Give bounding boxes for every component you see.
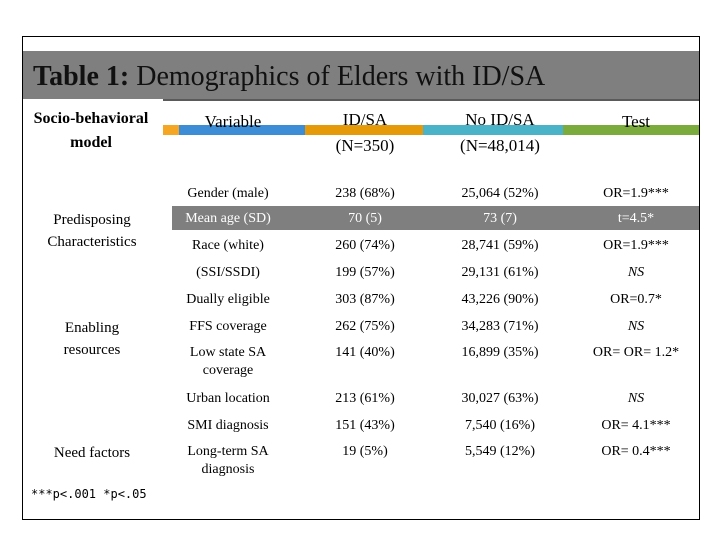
header-variable: Variable bbox=[204, 112, 262, 131]
cell-test: OR= 0.4*** bbox=[601, 444, 671, 459]
accent-strip-blue bbox=[179, 125, 305, 135]
cell-noidsa: 43,226 (90%) bbox=[461, 292, 539, 307]
cell-idsa: 141 (40%) bbox=[335, 345, 395, 360]
cell-idsa: 303 (87%) bbox=[335, 292, 395, 307]
cell-variable: Low state SA coverage bbox=[189, 345, 267, 378]
cell-variable: SMI diagnosis bbox=[187, 418, 269, 433]
cell-idsa: 238 (68%) bbox=[335, 186, 395, 201]
cell-noidsa: 34,283 (71%) bbox=[461, 319, 539, 334]
group-column bbox=[23, 99, 163, 487]
cell-noidsa: 5,549 (12%) bbox=[465, 444, 535, 459]
cell-test: NS bbox=[627, 391, 645, 406]
group-need: Need factors bbox=[53, 445, 131, 461]
accent-strip-green bbox=[563, 125, 699, 135]
group-predisposing: Predisposing Characteristics bbox=[47, 212, 137, 250]
cell-noidsa: 30,027 (63%) bbox=[461, 391, 539, 406]
header-noidsa: No ID/SA (N=48,014) bbox=[460, 110, 540, 155]
cell-idsa: 262 (75%) bbox=[335, 319, 395, 334]
cell-noidsa: 7,540 (16%) bbox=[465, 418, 535, 433]
cell-noidsa: 25,064 (52%) bbox=[461, 186, 539, 201]
cell-variable: Race (white) bbox=[192, 238, 264, 253]
header-idsa: ID/SA (N=350) bbox=[335, 110, 395, 155]
cell-test: t=4.5* bbox=[617, 211, 655, 226]
table-slide: Table 1: Demographics of Elders with ID/… bbox=[22, 36, 700, 520]
cell-test: NS bbox=[627, 319, 645, 334]
cell-test: OR= OR= 1.2* bbox=[592, 345, 680, 360]
cell-idsa: 213 (61%) bbox=[335, 391, 395, 406]
cell-idsa: 70 (5) bbox=[348, 211, 382, 226]
title-bar: Table 1: Demographics of Elders with ID/… bbox=[23, 51, 699, 101]
cell-variable: Dually eligible bbox=[186, 292, 270, 307]
table-title: Table 1: Demographics of Elders with ID/… bbox=[33, 61, 546, 92]
cell-variable: Urban location bbox=[186, 391, 270, 406]
cell-variable: FFS coverage bbox=[189, 319, 267, 334]
cell-test: OR= 4.1*** bbox=[601, 418, 671, 433]
cell-idsa: 151 (43%) bbox=[335, 418, 395, 433]
cell-test: OR=1.9*** bbox=[603, 238, 669, 253]
cell-variable: Gender (male) bbox=[187, 186, 269, 201]
header-model: Socio-behavioral model bbox=[33, 110, 149, 151]
cell-noidsa: 28,741 (59%) bbox=[461, 238, 539, 253]
cell-idsa: 199 (57%) bbox=[335, 265, 395, 280]
cell-noidsa: 16,899 (35%) bbox=[461, 345, 539, 360]
header-test: Test bbox=[621, 112, 651, 131]
cell-test: NS bbox=[627, 265, 645, 280]
accent-strip-gold bbox=[305, 125, 423, 135]
accent-strip-cyan bbox=[423, 125, 563, 135]
cell-test: OR=1.9*** bbox=[603, 186, 669, 201]
footnote: ***p<.001 *p<.05 bbox=[31, 487, 147, 501]
cell-noidsa: 73 (7) bbox=[483, 211, 517, 226]
accent-strip-orange bbox=[149, 125, 179, 135]
cell-idsa: 260 (74%) bbox=[335, 238, 395, 253]
cell-variable: (SSI/SSDI) bbox=[196, 265, 260, 280]
cell-variable: Long-term SA diagnosis bbox=[187, 444, 269, 477]
cell-idsa: 19 (5%) bbox=[342, 444, 388, 459]
cell-test: OR=0.7* bbox=[610, 292, 662, 307]
cell-noidsa: 29,131 (61%) bbox=[461, 265, 539, 280]
group-enabling: Enabling resources bbox=[63, 320, 121, 358]
cell-variable: Mean age (SD) bbox=[185, 211, 271, 226]
highlight-row bbox=[172, 206, 699, 230]
